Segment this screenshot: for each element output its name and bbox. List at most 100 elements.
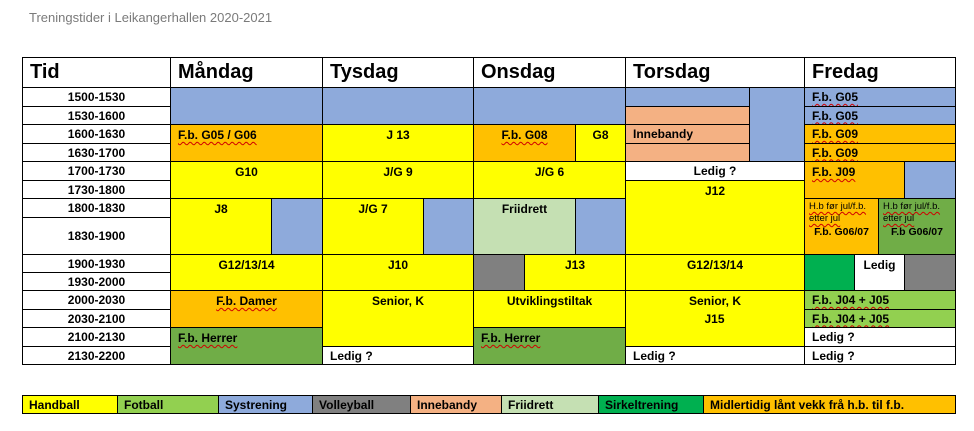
time-slot-label: 1500-1530 — [67, 90, 126, 104]
man-g05-g06-label: F.b. G05 / G06 — [178, 128, 257, 142]
legend-label: Midlertidig lånt vekk frå h.b. til f.b. — [710, 397, 905, 412]
man-herrer: F.b. Herrer — [170, 327, 323, 365]
ons-j13: J13 — [524, 254, 626, 291]
legend-item-1: Fotball — [117, 395, 219, 414]
time-slot: 1830-1900 — [22, 217, 171, 255]
time-slot-label: 1700-1730 — [67, 164, 126, 178]
fre-sirkeltrening — [804, 254, 855, 291]
fre-ledig-3: Ledig ? — [804, 346, 956, 365]
tys-systrening-2 — [423, 198, 474, 255]
tor-innebandy-label: Innebandy — [633, 127, 694, 141]
header-day-1-label: Tysdag — [330, 61, 399, 83]
time-slot: 2130-2200 — [22, 346, 171, 365]
fre-g05-a-label: F.b. G05 — [812, 90, 859, 104]
tys-ledig-label: Ledig ? — [330, 348, 373, 363]
man-systrening-2 — [271, 198, 323, 255]
tys-j10: J10 — [322, 254, 474, 291]
fre-ledig-2-label: Ledig ? — [812, 330, 855, 344]
ons-j13-label: J13 — [564, 258, 586, 272]
time-slot: 2030-2100 — [22, 309, 171, 328]
legend-label: Friidrett — [508, 397, 554, 412]
time-slot-label: 1900-1930 — [67, 256, 126, 271]
fre-ledig-1-label: Ledig — [863, 258, 896, 272]
fre-hb-left-label: F.b. G06/07 — [814, 226, 869, 238]
legend-label: Sirkeltrening — [605, 397, 679, 412]
header-day-3-label: Torsdag — [633, 61, 711, 83]
header-day-4-label: Fredag — [812, 61, 879, 83]
tor-j15: J15 — [626, 310, 803, 327]
legend-item-6: Sirkeltrening — [598, 395, 704, 414]
ons-g08: F.b. G08 — [473, 124, 576, 162]
tys-j10-label: J10 — [387, 258, 409, 272]
time-slot-label: 2100-2130 — [67, 330, 126, 344]
fre-hb-left-note: H.b før jul/f.b. etter jul — [809, 201, 867, 224]
header-day-0-label: Måndag — [178, 61, 254, 83]
tys-ledig: Ledig ? — [322, 346, 474, 365]
legend-item-4: Innebandy — [410, 395, 502, 414]
time-slot: 1500-1530 — [22, 87, 171, 107]
fre-j04-b-label: F.b. J04 + J05 — [812, 311, 890, 326]
ons-jg6-label: J/G 6 — [534, 165, 565, 179]
tys-systrening — [322, 87, 474, 125]
legend-label: Fotball — [124, 397, 164, 412]
fre-g09-b: F.b. G09 — [804, 143, 956, 162]
time-slot: 1800-1830 — [22, 198, 171, 218]
ons-jg6: J/G 6 — [473, 161, 626, 199]
legend-label: Innebandy — [417, 397, 478, 412]
time-slot: 1700-1730 — [22, 161, 171, 181]
header-tid-label: Tid — [30, 61, 60, 83]
time-slot-label: 1930-2000 — [67, 274, 126, 289]
ons-systrening-2 — [575, 198, 626, 255]
fre-g09-a-label: F.b. G09 — [812, 127, 859, 141]
man-g12: G12/13/14 — [170, 254, 323, 291]
legend-item-0: Handball — [22, 395, 118, 414]
fre-g09-a: F.b. G09 — [804, 124, 956, 144]
fre-g05-a: F.b. G05 — [804, 87, 956, 107]
man-g10: G10 — [170, 161, 323, 199]
fre-j04-b: F.b. J04 + J05 — [804, 309, 956, 328]
legend-label: Handball — [29, 397, 80, 412]
fre-hb-right-label: F.b G06/07 — [891, 226, 943, 238]
tor-ledig-2-label: Ledig ? — [633, 348, 676, 363]
ons-utvikling: Utviklingstiltak — [473, 290, 626, 328]
time-slot-label: 2030-2100 — [67, 311, 126, 326]
tys-jg7: J/G 7 — [322, 198, 424, 255]
tor-ledig-1: Ledig ? — [625, 161, 805, 181]
time-slot-label: 2000-2030 — [67, 293, 126, 307]
fre-hb-right: H.b før jul/f.b. etter jul F.b G06/07 — [878, 198, 956, 255]
time-slot: 1900-1930 — [22, 254, 171, 273]
tor-systrening-a — [625, 87, 750, 107]
man-damer-label: F.b. Damer — [216, 294, 277, 308]
ons-herrer-label: F.b. Herrer — [481, 331, 541, 345]
tor-innebandy: Innebandy — [625, 124, 750, 144]
tor-systrening-b — [749, 87, 805, 162]
fre-ledig-3-label: Ledig ? — [812, 348, 855, 363]
fre-g05-b: F.b. G05 — [804, 106, 956, 125]
man-damer: F.b. Damer — [170, 290, 323, 328]
tor-senior-label: Senior, K — [688, 294, 741, 308]
fre-g09-b-label: F.b. G09 — [812, 145, 859, 160]
man-g10-label: G10 — [235, 165, 258, 179]
time-slot-label: 1730-1800 — [67, 182, 126, 197]
time-slot: 1530-1600 — [22, 106, 171, 125]
tys-j13-label: J 13 — [386, 128, 410, 142]
man-systrening — [170, 87, 323, 125]
fre-j04-a-label: F.b. J04 + J05 — [812, 293, 890, 307]
man-j8-label: J8 — [214, 202, 228, 216]
tys-senior-label: Senior, K — [371, 294, 424, 308]
tys-jg9: J/G 9 — [322, 161, 474, 199]
time-slot-label: 1830-1900 — [67, 229, 126, 243]
fre-ledig-2: Ledig ? — [804, 327, 956, 347]
fre-g05-b-label: F.b. G05 — [812, 108, 859, 123]
legend-label: Volleyball — [319, 397, 375, 412]
man-j8: J8 — [170, 198, 272, 255]
man-g12-label: G12/13/14 — [218, 258, 275, 272]
ons-friidrett-label: Friidrett — [501, 202, 548, 216]
header-day-2: Onsdag — [473, 57, 626, 88]
legend-item-3: Volleyball — [312, 395, 411, 414]
time-slot-label: 1800-1830 — [67, 201, 126, 215]
tor-j12: J12 — [625, 180, 805, 255]
tys-j13: J 13 — [322, 124, 474, 162]
time-slot-label: 1530-1600 — [67, 108, 126, 123]
header-day-3: Torsdag — [625, 57, 805, 88]
